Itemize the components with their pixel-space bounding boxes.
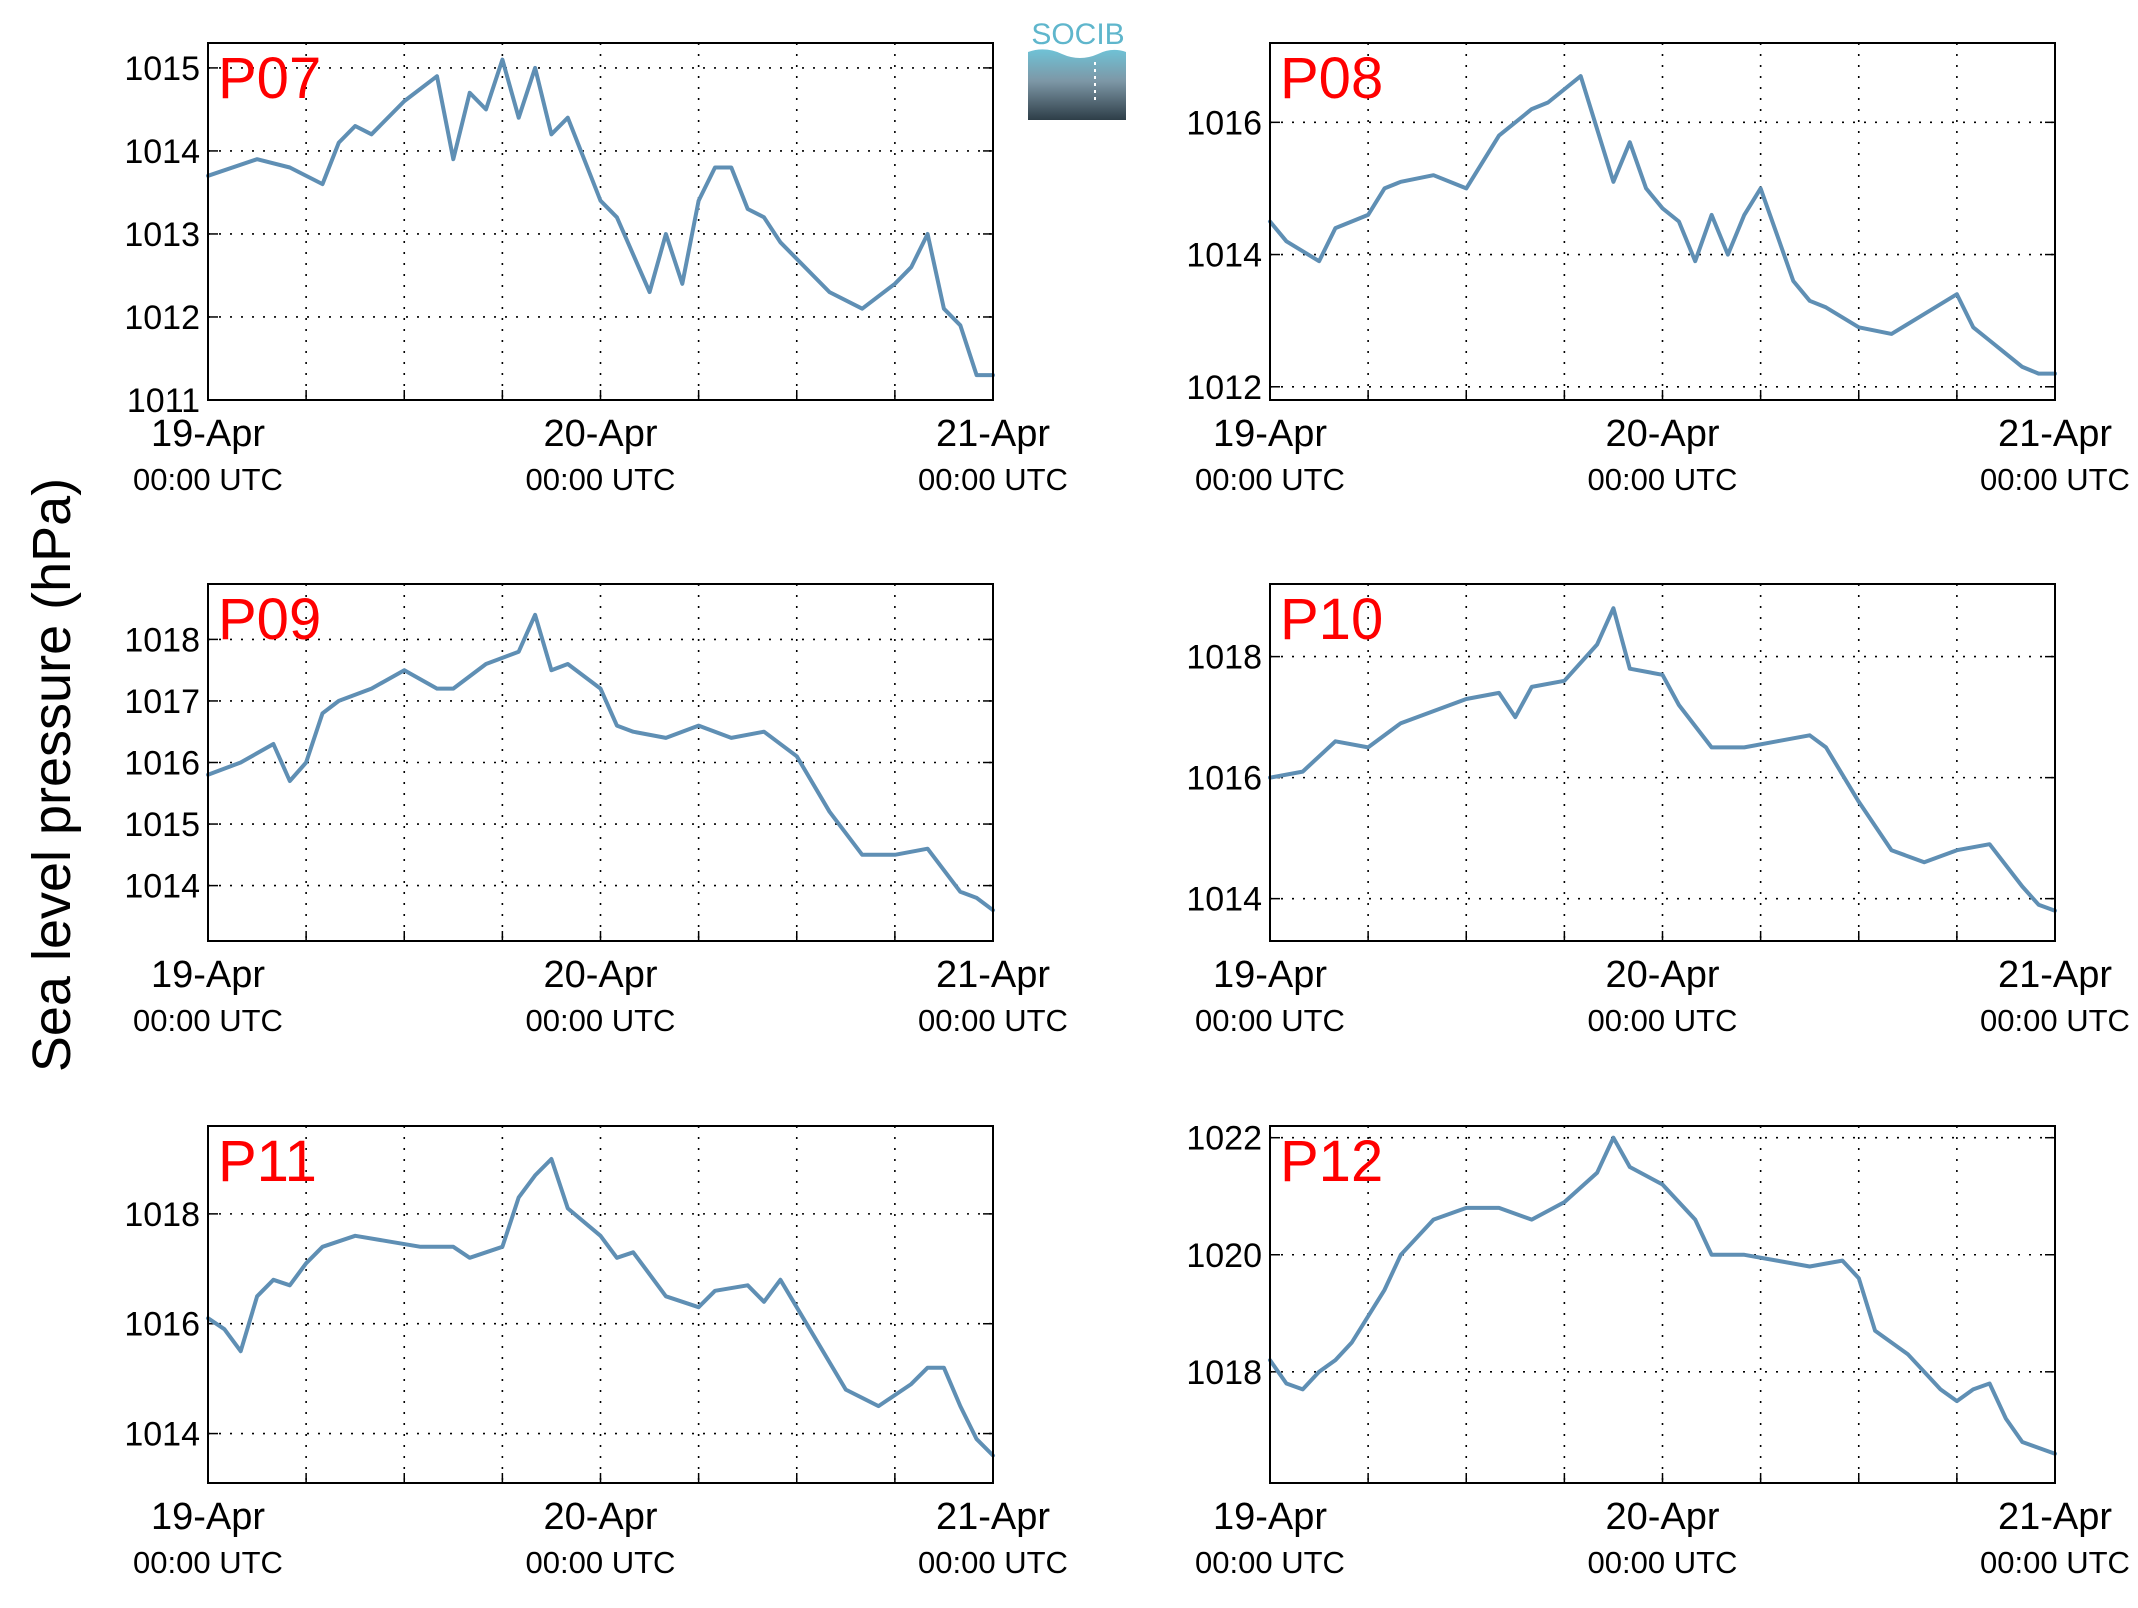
x-tick-label-date: 21-Apr — [936, 413, 1050, 455]
panel-p09: 1014 1015 1016 1017 1018 P09 19-Apr 00:00 UTC 20… — [124, 583, 1068, 1038]
y-tick-label: 1016 — [1186, 104, 1262, 142]
socib-logo: SOCIB — [1028, 18, 1126, 120]
y-tick-label: 1016 — [124, 745, 200, 783]
x-tick-label-date: 19-Apr — [1213, 954, 1327, 996]
station-label: P08 — [1280, 46, 1383, 111]
x-tick-label-date: 21-Apr — [1998, 413, 2112, 455]
series-line — [206, 612, 995, 913]
plot-frame — [1269, 1125, 2056, 1484]
x-tick-label-date: 19-Apr — [151, 954, 265, 996]
y-tick-label: 1017 — [124, 683, 200, 721]
y-tick-label: 1022 — [1186, 1120, 1262, 1158]
series-line — [1268, 74, 2057, 376]
x-tick-label-time: 00:00 UTC — [1195, 1003, 1345, 1038]
x-tick-label-time: 00:00 UTC — [133, 1003, 283, 1038]
x-tick-label-date: 20-Apr — [1605, 413, 1719, 455]
x-tick-label-time: 00:00 UTC — [1980, 1545, 2130, 1580]
y-tick-label: 1018 — [124, 1196, 200, 1234]
x-tick-label-time: 00:00 UTC — [1588, 1545, 1738, 1580]
y-tick-label: 1018 — [1186, 1354, 1262, 1392]
y-tick-label: 1020 — [1186, 1237, 1262, 1275]
panel-p10: 1014 1016 1018 P10 19-Apr 00:00 UTC 20-Apr 00:0… — [1186, 583, 2130, 1038]
x-tick-label-time: 00:00 UTC — [918, 462, 1068, 497]
x-tick-label-date: 19-Apr — [151, 1496, 265, 1538]
x-tick-label-time: 00:00 UTC — [1588, 462, 1738, 497]
x-tick-label-time: 00:00 UTC — [1195, 462, 1345, 497]
y-tick-label: 1018 — [124, 621, 200, 659]
y-axis-label: Sea level pressure (hPa) — [22, 478, 82, 1072]
logo-wave — [1028, 49, 1126, 120]
plot-frame — [207, 42, 994, 401]
plot-frame — [207, 1125, 994, 1484]
logo-text: SOCIB — [1031, 18, 1124, 51]
y-tick-label: 1013 — [124, 216, 200, 254]
station-label: P12 — [1280, 1129, 1383, 1194]
x-tick-label-time: 00:00 UTC — [526, 1545, 676, 1580]
y-tick-label: 1012 — [1186, 369, 1262, 407]
station-label: P11 — [218, 1129, 317, 1194]
y-tick-label: 1018 — [1186, 639, 1262, 677]
y-tick-label: 1014 — [1186, 237, 1262, 275]
x-tick-label-date: 20-Apr — [543, 413, 657, 455]
y-tick-label: 1014 — [124, 1416, 200, 1454]
y-tick-label: 1011 — [127, 382, 200, 420]
panel-p11: 1014 1016 1018 P11 19-Apr 00:00 UTC 20-Apr 00:0… — [124, 1125, 1068, 1580]
series-line — [1268, 1135, 2057, 1456]
y-tick-label: 1012 — [124, 299, 200, 337]
x-tick-label-date: 21-Apr — [1998, 954, 2112, 996]
panel-p07: 1011 1012 1013 1014 1015 P07 19-Apr 00:00 UTC 20… — [124, 42, 1068, 497]
x-tick-label-date: 19-Apr — [1213, 1496, 1327, 1538]
x-tick-label-date: 19-Apr — [1213, 413, 1327, 455]
y-tick-label: 1015 — [124, 50, 200, 88]
x-tick-label-date: 21-Apr — [1998, 1496, 2112, 1538]
plot-frame — [1269, 583, 2056, 942]
series-line — [206, 1157, 995, 1458]
x-tick-label-time: 00:00 UTC — [918, 1545, 1068, 1580]
x-tick-label-time: 00:00 UTC — [526, 1003, 676, 1038]
x-tick-label-time: 00:00 UTC — [1980, 462, 2130, 497]
x-tick-label-time: 00:00 UTC — [133, 1545, 283, 1580]
x-tick-label-date: 20-Apr — [1605, 954, 1719, 996]
series-line — [1268, 606, 2057, 913]
x-tick-label-time: 00:00 UTC — [918, 1003, 1068, 1038]
x-tick-label-time: 00:00 UTC — [1980, 1003, 2130, 1038]
station-label: P10 — [1280, 587, 1383, 652]
y-tick-label: 1015 — [124, 806, 200, 844]
x-tick-label-time: 00:00 UTC — [526, 462, 676, 497]
y-tick-label: 1014 — [124, 868, 200, 906]
plot-frame — [207, 583, 994, 942]
x-tick-label-time: 00:00 UTC — [133, 462, 283, 497]
x-tick-label-date: 19-Apr — [151, 413, 265, 455]
y-tick-label: 1014 — [124, 133, 200, 171]
plot-frame — [1269, 42, 2056, 401]
y-tick-label: 1014 — [1186, 881, 1262, 919]
x-tick-label-date: 20-Apr — [543, 954, 657, 996]
x-tick-label-time: 00:00 UTC — [1195, 1545, 1345, 1580]
panel-p12: 1018 1020 1022 P12 19-Apr 00:00 UTC 20-Apr 00:0… — [1186, 1120, 2130, 1580]
x-tick-label-date: 21-Apr — [936, 1496, 1050, 1538]
x-tick-label-date: 20-Apr — [1605, 1496, 1719, 1538]
x-tick-label-time: 00:00 UTC — [1588, 1003, 1738, 1038]
y-tick-label: 1016 — [1186, 760, 1262, 798]
x-tick-label-date: 21-Apr — [936, 954, 1050, 996]
station-label: P07 — [218, 46, 321, 111]
panel-p08: 1012 1014 1016 P08 19-Apr 00:00 UTC 20-Apr 00:0… — [1186, 42, 2130, 497]
series-line — [206, 57, 995, 378]
station-label: P09 — [218, 587, 321, 652]
y-tick-label: 1016 — [124, 1306, 200, 1344]
x-tick-label-date: 20-Apr — [543, 1496, 657, 1538]
